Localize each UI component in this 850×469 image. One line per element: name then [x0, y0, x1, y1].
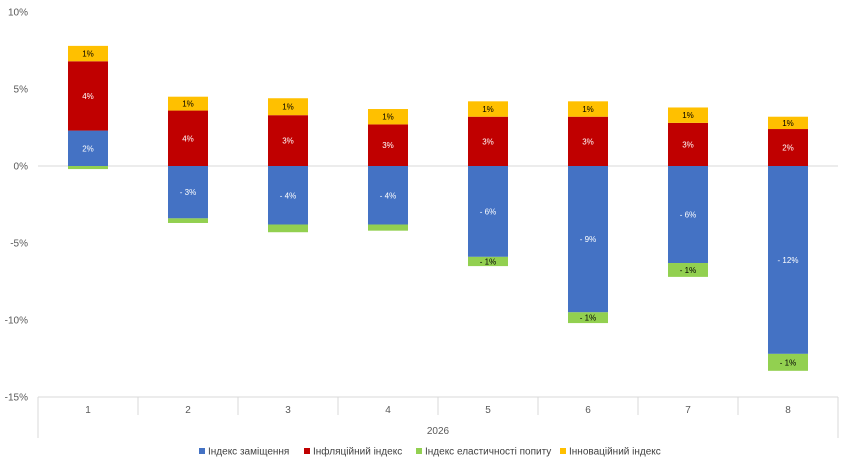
bar-segment	[268, 98, 308, 116]
bar-segment	[568, 116, 608, 166]
data-label: - 1%	[680, 266, 696, 275]
bar-segment	[668, 263, 708, 277]
legend-label: Інфляційний індекс	[313, 446, 402, 458]
legend-swatch	[416, 448, 422, 454]
x-tick-label: 7	[685, 405, 691, 416]
chart-legend: Індекс заміщення Інфляційний індекс Індекс…	[199, 446, 661, 458]
data-label: 1%	[82, 50, 94, 59]
data-label: 2%	[82, 144, 94, 153]
bar-segment	[668, 166, 708, 264]
y-tick-label: 10%	[8, 8, 28, 19]
legend-label: Інноваційний індекс	[569, 447, 661, 458]
x-tick-label: 4	[385, 405, 391, 416]
data-label: - 1%	[580, 314, 596, 323]
y-axis: 10% 5% 0% -5% -10% -15%	[5, 8, 28, 404]
bar-segment	[468, 256, 508, 267]
bar-segment	[668, 122, 708, 166]
bar-segment	[568, 312, 608, 324]
legend-label: Індекс еластичності попиту	[425, 447, 551, 458]
data-label: 1%	[382, 113, 394, 122]
x-tick-label: 1	[85, 405, 91, 416]
data-label: - 12%	[778, 256, 799, 265]
data-label: - 6%	[480, 207, 496, 216]
legend-label: Індекс заміщення	[208, 447, 289, 458]
data-label: - 3%	[180, 188, 196, 197]
data-label: 3%	[682, 140, 694, 149]
data-label: 1%	[782, 119, 794, 128]
data-label: - 9%	[580, 235, 596, 244]
x-axis: 1 2 3 4 5 6 7 8 2026	[37, 396, 839, 438]
bar-segment	[468, 166, 508, 257]
chart-bars: 2% 4% 1% - 3% 4% 1% - 4% 3% 1% - 4% 3% 1% - 6% 3% - 1%…	[68, 45, 808, 371]
y-tick-label: -10%	[5, 316, 28, 327]
bar-segment	[168, 110, 208, 166]
legend-swatch	[199, 448, 205, 454]
data-label: - 4%	[280, 191, 296, 200]
data-label: 1%	[482, 105, 494, 114]
bar-segment	[368, 124, 408, 166]
bar-segment	[468, 116, 508, 166]
data-label: - 1%	[780, 358, 796, 367]
y-tick-label: 0%	[14, 162, 29, 173]
bar-segment	[68, 166, 108, 170]
bar-segment	[268, 166, 308, 225]
data-label: 1%	[682, 111, 694, 120]
bar-segment	[168, 218, 208, 223]
data-label: - 4%	[380, 191, 396, 200]
data-label: 3%	[482, 137, 494, 146]
bar-segment	[468, 101, 508, 117]
bar-segment	[568, 101, 608, 117]
bar-segment	[268, 115, 308, 166]
y-tick-label: 5%	[14, 85, 29, 96]
y-tick-label: -5%	[10, 239, 28, 250]
bar-segment	[368, 166, 408, 225]
data-label: 1%	[182, 100, 194, 109]
bar-segment	[368, 224, 408, 231]
x-tick-label: 2	[185, 405, 191, 416]
bar-segment	[768, 129, 808, 166]
data-label: 2%	[782, 144, 794, 153]
bar-segment	[268, 224, 308, 233]
x-tick-label: 8	[785, 405, 791, 416]
bar-segment	[568, 166, 608, 313]
bar-segment	[168, 166, 208, 219]
bar-segment	[368, 109, 408, 125]
bar-segment	[768, 116, 808, 130]
x-tick-label: 3	[285, 405, 291, 416]
data-label: 3%	[582, 137, 594, 146]
bar-segment	[768, 353, 808, 371]
bar-segment	[668, 107, 708, 123]
data-label: 4%	[82, 92, 94, 101]
data-label: 3%	[382, 141, 394, 150]
x-group-label: 2026	[427, 426, 450, 437]
data-label: - 1%	[480, 257, 496, 266]
data-label: 4%	[182, 134, 194, 143]
data-label: 1%	[582, 105, 594, 114]
legend-swatch	[560, 448, 566, 454]
x-tick-label: 6	[585, 405, 591, 416]
bar-segment	[168, 96, 208, 111]
data-label: 1%	[282, 103, 294, 112]
legend-swatch	[304, 448, 310, 454]
bar-segment	[68, 45, 108, 62]
y-tick-label: -15%	[5, 393, 28, 404]
bar-segment	[768, 166, 808, 354]
bar-segment	[68, 61, 108, 131]
data-label: 3%	[282, 137, 294, 146]
data-label: - 6%	[680, 211, 696, 220]
x-tick-label: 5	[485, 405, 491, 416]
bar-segment	[68, 130, 108, 166]
